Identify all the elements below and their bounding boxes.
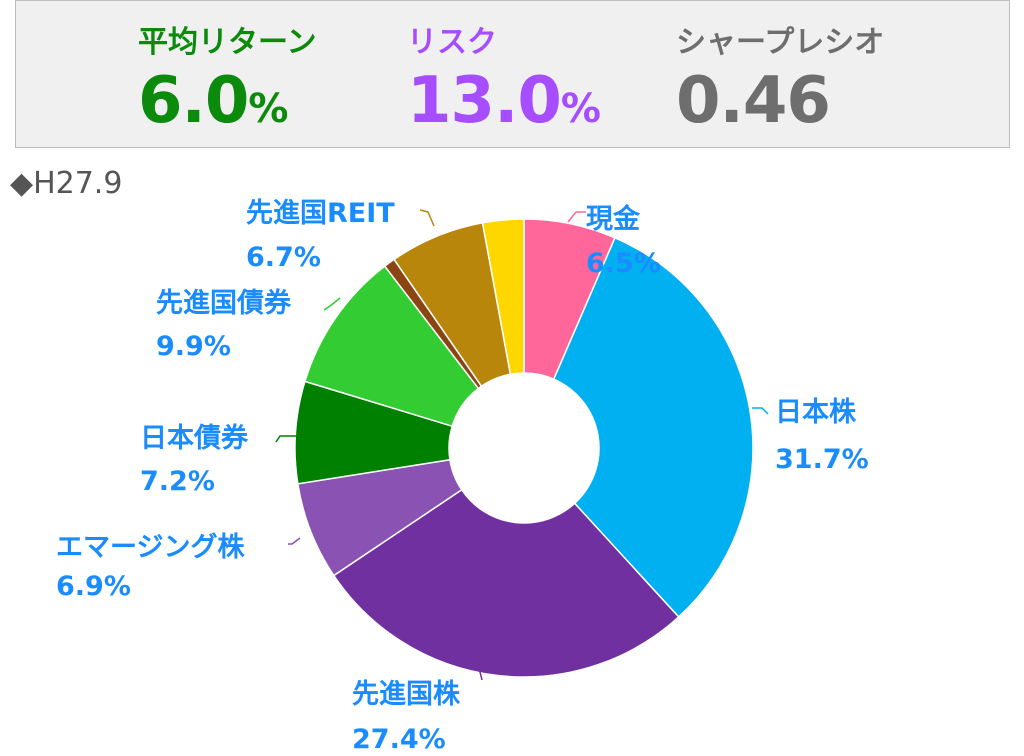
sharpe-ratio-stat: シャープレシオ 0.46 <box>676 23 884 155</box>
leader-line-7 <box>419 209 435 227</box>
leader-line-1 <box>752 407 769 415</box>
donut-slice-2 <box>332 488 680 678</box>
leader-line-4 <box>275 435 298 443</box>
risk-value: 13.0% <box>407 63 601 155</box>
slice-name-label-2: 先進国株 <box>352 679 461 710</box>
average-return-value: 6.0% <box>138 63 317 155</box>
slice-name-label-5: 先進国債券 <box>156 287 292 319</box>
slice-name-label-4: 日本債券 <box>140 422 249 454</box>
leader-line-2 <box>469 659 483 681</box>
donut-slice-8 <box>481 218 525 376</box>
average-return-stat: 平均リターン 6.0% <box>138 23 317 155</box>
slice-value-label-2: 27.4% <box>352 724 446 755</box>
risk-label: リスク <box>407 25 497 60</box>
sharpe-ratio-number: 0.46 <box>676 64 831 138</box>
risk-number: 13.0 <box>407 64 562 138</box>
sharpe-ratio-label: シャープレシオ <box>676 25 885 60</box>
donut-slice-5 <box>303 265 480 428</box>
slice-name-label-0: 現金 <box>586 203 641 235</box>
slice-value-label-0: 6.5% <box>586 248 661 279</box>
risk-stat: リスク 13.0% <box>407 23 601 155</box>
donut-slice-1 <box>552 236 754 618</box>
average-return-unit: % <box>248 86 288 132</box>
slice-name-label-1: 日本株 <box>775 397 857 428</box>
average-return-number: 6.0 <box>138 64 249 138</box>
risk-unit: % <box>560 86 601 132</box>
slice-name-label-3: エマージング株 <box>56 531 245 563</box>
leader-line-5 <box>323 297 341 311</box>
slice-name-label-7: 先進国REIT <box>246 198 395 229</box>
leader-line-3 <box>288 537 301 545</box>
average-return-label: 平均リターン <box>138 25 317 60</box>
stats-panel: 平均リターン 6.0% リスク 13.0% シャープレシオ 0.46 <box>15 0 1010 148</box>
slice-value-label-7: 6.7% <box>246 242 321 273</box>
slice-value-label-3: 6.9% <box>56 571 131 602</box>
slice-value-label-4: 7.2% <box>140 466 215 497</box>
slice-value-label-5: 9.9% <box>156 331 231 362</box>
leader-line-0 <box>567 211 586 223</box>
period-label: ◆H27.9 <box>10 166 123 201</box>
sharpe-ratio-value: 0.46 <box>676 63 884 155</box>
slice-value-label-1: 31.7% <box>775 444 869 475</box>
